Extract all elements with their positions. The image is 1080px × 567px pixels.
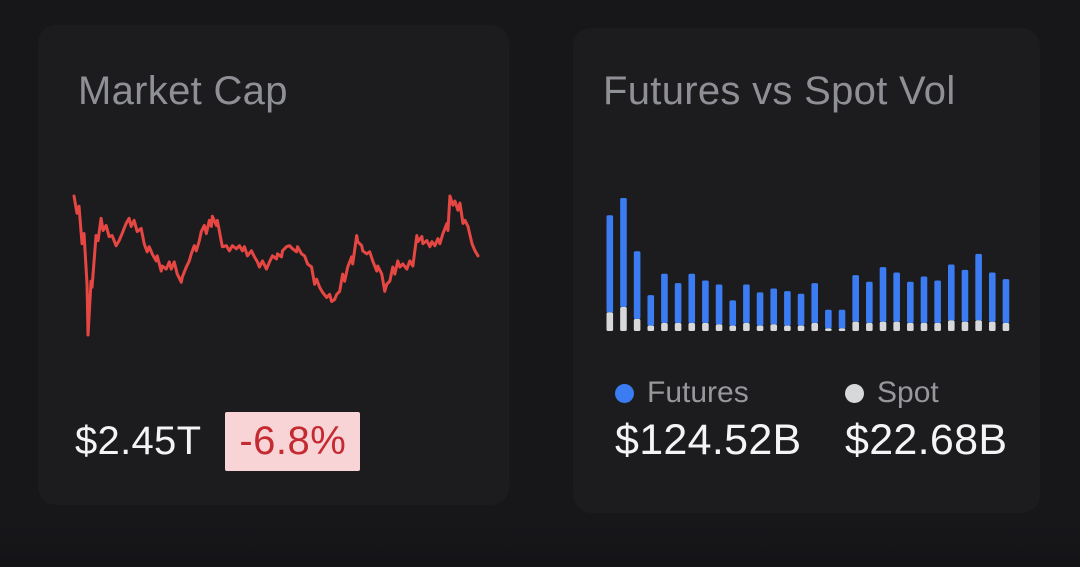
market-cap-card: Market Cap $2.45T -6.8% bbox=[38, 25, 509, 505]
market-cap-value: $2.45T bbox=[75, 419, 202, 463]
futures-legend-dot-icon bbox=[615, 383, 634, 403]
futures-legend-label: Futures bbox=[647, 376, 749, 409]
market-cap-sparkline-chart bbox=[72, 194, 480, 337]
market-cap-value-row: $2.45T -6.8% bbox=[75, 412, 361, 471]
market-cap-title: Market Cap bbox=[78, 69, 288, 113]
futures-legend-row: Futures bbox=[615, 376, 802, 409]
futures-stat-column: Futures $124.52B bbox=[615, 376, 802, 465]
market-cap-change-badge: -6.8% bbox=[225, 412, 361, 471]
futures-value: $124.52B bbox=[615, 416, 802, 464]
futures-spot-card: Futures vs Spot Vol Futures $124.52B Spo… bbox=[573, 28, 1040, 513]
spot-legend-row: Spot bbox=[845, 376, 1007, 409]
futures-spot-bar-chart bbox=[606, 198, 1010, 331]
spot-legend-label: Spot bbox=[877, 376, 939, 409]
futures-spot-title: Futures vs Spot Vol bbox=[603, 69, 956, 113]
spot-legend-dot-icon bbox=[845, 383, 864, 403]
spot-value: $22.68B bbox=[845, 416, 1008, 464]
spot-stat-column: Spot $22.68B bbox=[845, 376, 1008, 465]
